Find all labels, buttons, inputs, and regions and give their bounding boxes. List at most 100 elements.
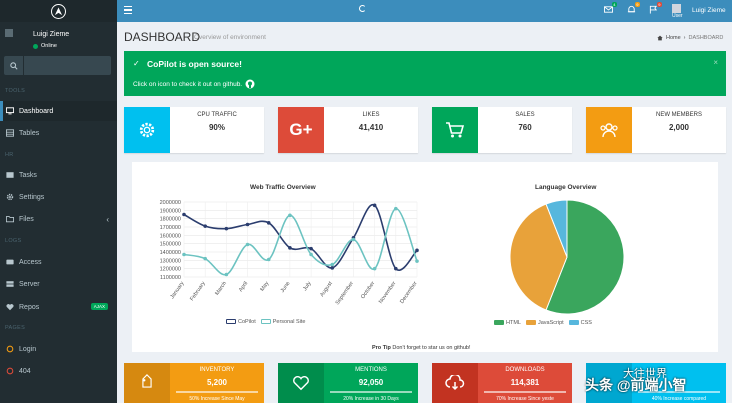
access-icon [6,258,14,266]
legend-item-html[interactable]: HTML [494,320,521,326]
info-box-label: SALES [515,112,535,118]
circle-icon [6,345,14,353]
x-tick-label: May [259,281,270,293]
pie-slice-css [545,199,568,258]
y-tick-label: 1800000 [160,217,181,223]
sidebar-item-label: Dashboard [19,107,54,115]
sidebar-item-label: Access [19,258,42,266]
search-icon[interactable] [4,56,24,75]
info-box-value: 41,410 [358,123,384,132]
pro-tip-label: Pro Tip [372,345,391,351]
sidebar-item-label: Settings [19,193,45,201]
sidebar-item-label: Tasks [19,171,37,179]
check-icon: ✓ [133,59,140,68]
stat-box-progress [330,391,412,393]
legend-item-css[interactable]: CSS [568,320,592,326]
stat-box-desc: 70% Increase Since yeste [496,396,554,402]
stat-box-inventory: INVENTORY 5,200 50% Increase Since May [124,363,264,403]
pro-tip-text: Don't forget to star us on github! [392,345,471,351]
tag-icon [124,363,170,403]
y-tick-label: 1200000 [160,267,181,273]
data-point [330,266,335,270]
breadcrumb-home[interactable]: Home [666,35,681,41]
nav-header-tools: TOOLS [5,88,26,94]
home-icon [657,35,663,41]
nav-header-hr: HR [5,152,14,158]
alert-title: CoPilot is open source! [147,59,242,69]
stat-box-value: 114,381 [510,378,540,387]
sidebar-item-tasks[interactable]: Tasks [0,165,117,185]
y-tick-label: 1700000 [160,225,181,231]
legend-item-copilot[interactable]: CoPilot [226,319,256,325]
legend-item-javascript[interactable]: JavaScript [525,320,564,326]
mail-icon[interactable]: 4 [604,2,617,14]
top-user-name[interactable]: Luigi Zieme [692,7,726,14]
github-icon[interactable] [245,79,255,89]
line-chart-title: Web Traffic Overview [250,184,316,191]
data-point [288,213,292,218]
stat-box-downloads: DOWNLOADS 114,381 70% Increase Since yes… [432,363,572,403]
page-subtitle: Overview of environment [194,34,266,41]
data-point [415,248,419,253]
user-avatar[interactable] [672,4,681,13]
info-box-value: 760 [518,123,532,132]
mail-badge: 4 [611,2,617,7]
heart-icon [6,303,14,311]
data-point [372,203,377,208]
sidebar-item-repos[interactable]: Repos AJAX [0,297,117,317]
web-traffic-line-chart: 1100000 1200000 1300000 1400000 1500000 16000… [160,200,419,306]
ajax-badge: AJAX [90,303,108,310]
breadcrumb-current: DASHBOARD [688,35,724,41]
chart-panel: Web Traffic Overview 1100000 1200000 13000… [132,162,718,352]
x-tick-label: December [399,281,419,305]
stat-box-label: MENTIONS [355,367,387,373]
sidebar-item-tables[interactable]: Tables [0,123,117,143]
x-tick-label: January [169,281,185,301]
stat-box-label: INVENTORY [199,367,235,373]
legend-item-personal-site[interactable]: Personal Site [260,319,305,325]
pie-slice-javascript [509,203,568,311]
watermark-line2: 头条 @前端小智 [585,377,687,393]
pie-slice-html [545,199,625,315]
user-panel: Luigi Zieme Online [0,22,117,52]
monitor-icon [6,107,14,115]
bell-icon[interactable]: 9 [627,2,640,14]
sidebar-item-server[interactable]: Server [0,274,117,294]
sidebar-item-label: 404 [19,367,31,375]
circle-icon [6,367,14,375]
info-box-value: 2,000 [668,123,690,132]
page-title: DASHBOARD [124,30,201,44]
loading-spinner-icon [359,5,366,12]
sidebar-item-files[interactable]: Files ‹ [0,209,117,229]
users-icon [586,107,632,153]
search-input[interactable] [24,56,110,75]
info-box-label: LIKES [362,112,380,118]
gear-icon [6,193,14,201]
y-tick-label: 1300000 [160,258,181,264]
data-point [415,259,419,263]
sidebar-item-404[interactable]: 404 [0,361,117,381]
info-box-label: CPU TRAFFIC [197,112,237,118]
server-icon [6,280,14,288]
cloud-download-icon [432,363,478,403]
y-tick-label: 1400000 [160,250,181,256]
sidebar-item-settings[interactable]: Settings [0,187,117,207]
data-point [394,266,398,271]
menu-toggle-icon[interactable] [124,6,132,15]
flag-icon[interactable]: 9 [649,2,662,14]
close-icon[interactable]: × [713,58,718,67]
watermark-line1: 大往世界 [623,368,667,380]
info-box-likes: G+ LIKES 41,410 [278,107,418,153]
sidebar-item-dashboard[interactable]: Dashboard [0,101,117,121]
user-status: Online [33,43,57,49]
sidebar-item-label: Files [19,215,34,223]
sidebar-item-access[interactable]: Access [0,252,117,272]
logo[interactable] [0,0,117,22]
chat-icon [586,363,632,403]
alert-text: Click on icon to check it out on github. [133,80,243,88]
info-box-sales: SALES 760 [432,107,572,153]
tasks-icon [6,171,14,179]
sidebar-item-login[interactable]: Login [0,339,117,359]
avatar [5,29,13,37]
alert-text-row: Click on icon to check it out on github. [133,79,255,89]
